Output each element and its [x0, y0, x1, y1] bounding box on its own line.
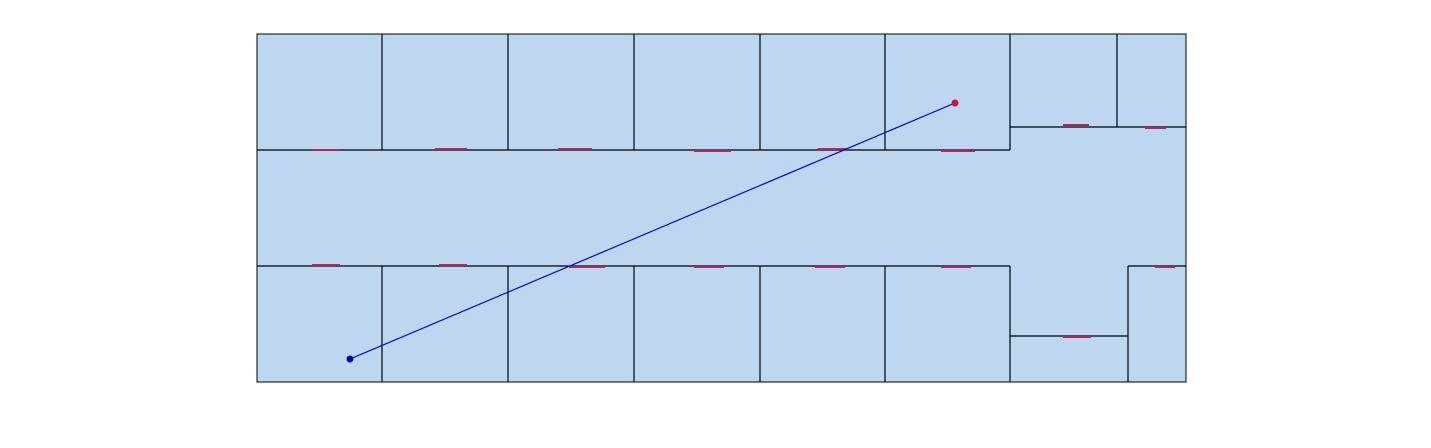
building-outline — [256, 33, 1187, 383]
route-end-marker — [951, 99, 959, 107]
rooms-layer — [256, 33, 1187, 383]
route-line — [349, 102, 956, 360]
route-start-marker — [346, 355, 354, 363]
walls-layer — [257, 34, 1186, 382]
doors-layer — [312, 124, 1175, 338]
route-layer — [346, 99, 959, 363]
